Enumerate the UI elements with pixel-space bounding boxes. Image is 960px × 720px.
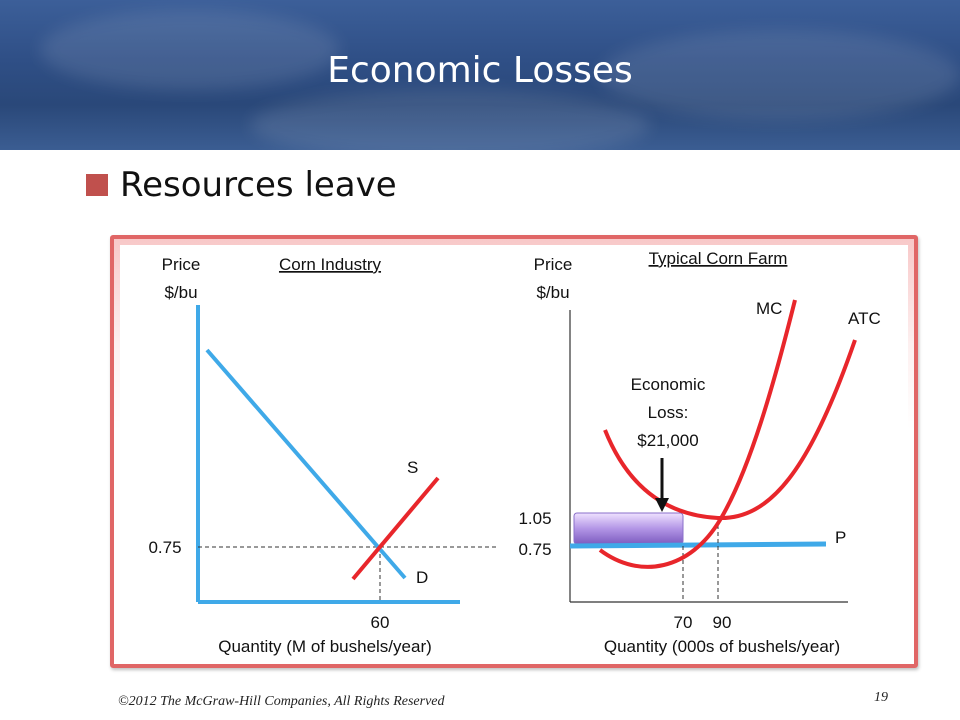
loss-arrow-icon xyxy=(655,498,669,512)
farm-title: Typical Corn Farm xyxy=(649,249,788,268)
farm-y-label-unit: $/bu xyxy=(536,283,569,302)
supply-label: S xyxy=(407,458,418,477)
farm-quantity-tick-70: 70 xyxy=(674,613,693,632)
price-line-label: P xyxy=(835,528,846,547)
bullet-text: Resources leave xyxy=(120,165,397,205)
loss-label-line1: Economic xyxy=(631,375,706,394)
industry-x-label: Quantity (M of bushels/year) xyxy=(218,637,432,656)
industry-y-label-price: Price xyxy=(162,255,201,274)
loss-label-line3: $21,000 xyxy=(637,431,698,450)
economic-loss-box xyxy=(573,512,684,545)
loss-label-line2: Loss: xyxy=(648,403,689,422)
copyright-text: ©2012 The McGraw-Hill Companies, All Rig… xyxy=(118,694,445,709)
farm-y-label-price: Price xyxy=(534,255,573,274)
farm-price-tick-high: 1.05 xyxy=(518,509,551,528)
industry-y-label-unit: $/bu xyxy=(164,283,197,302)
atc-curve xyxy=(603,339,857,521)
title-banner xyxy=(0,0,960,150)
bullet-square-icon xyxy=(86,174,108,196)
supply-curve xyxy=(351,476,440,581)
farm-quantity-tick-90: 90 xyxy=(713,613,732,632)
demand-label: D xyxy=(416,568,428,587)
page-number: 19 xyxy=(874,690,888,705)
farm-x-label: Quantity (000s of bushels/year) xyxy=(604,637,840,656)
farm-price-tick-low: 0.75 xyxy=(518,540,551,559)
farm-graph: Price $/bu Typical Corn Farm MC ATC Econ… xyxy=(518,249,880,656)
demand-curve xyxy=(205,348,407,580)
graph-panel xyxy=(110,235,918,668)
slide-title: Economic Losses xyxy=(327,50,633,91)
industry-price-tick: 0.75 xyxy=(148,538,181,557)
mc-label: MC xyxy=(756,299,782,318)
industry-title: Corn Industry xyxy=(279,255,382,274)
bullet-item: Resources leave xyxy=(86,165,397,205)
industry-graph: Price $/bu Corn Industry S D 0.75 60 Qua… xyxy=(148,255,498,656)
mc-curve xyxy=(598,299,797,569)
industry-quantity-tick: 60 xyxy=(371,613,390,632)
atc-label: ATC xyxy=(848,309,881,328)
